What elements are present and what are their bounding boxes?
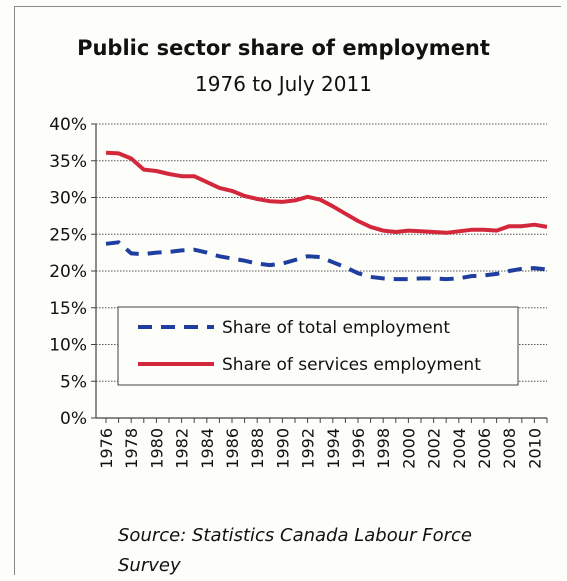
legend-box [117,306,519,386]
x-tick-label: 2006 [475,428,494,469]
x-tick-label: 1984 [198,428,217,469]
chart-frame [14,6,561,575]
y-tick-label: 15% [49,299,87,319]
x-tick-label: 1980 [147,428,166,469]
x-tick-label: 1988 [248,428,267,469]
y-tick-label: 35% [49,152,87,172]
series-line-1 [105,150,548,235]
y-tick-label: 25% [49,225,87,245]
x-tick-label: 1978 [122,428,141,469]
x-tick-label: 2004 [450,428,469,469]
x-tick-label: 1994 [324,428,343,469]
x-tick-label: 1998 [374,428,393,469]
x-tick-label: 2010 [525,428,544,469]
y-tick-label: 0% [60,409,87,429]
y-tick-label: 20% [49,262,87,282]
y-tick-label: 40% [49,115,87,135]
x-tick-label: 2008 [500,428,519,469]
y-tick-label: 30% [49,189,87,209]
x-tick-label: 2000 [399,428,418,469]
chart-subtitle: 1976 to July 2011 [195,72,372,96]
x-tick-label: 1996 [349,428,368,469]
y-tick-label: 5% [60,372,87,392]
chart-source: Source: Statistics Canada Labour Force S… [118,525,472,576]
x-tick-label: 1992 [299,428,318,469]
x-tick-label: 1986 [223,428,242,469]
chart-title: Public sector share of employment [77,36,490,60]
legend-label-1: Share of services employment [222,355,481,375]
y-tick-label: 10% [49,336,87,356]
x-tick-label: 1976 [97,428,116,469]
x-tick-label: 2002 [425,428,444,469]
series-line-0 [105,240,548,282]
x-tick-label: 1982 [173,428,192,469]
x-tick-label: 1990 [273,428,292,469]
legend-label-0: Share of total employment [222,318,450,338]
